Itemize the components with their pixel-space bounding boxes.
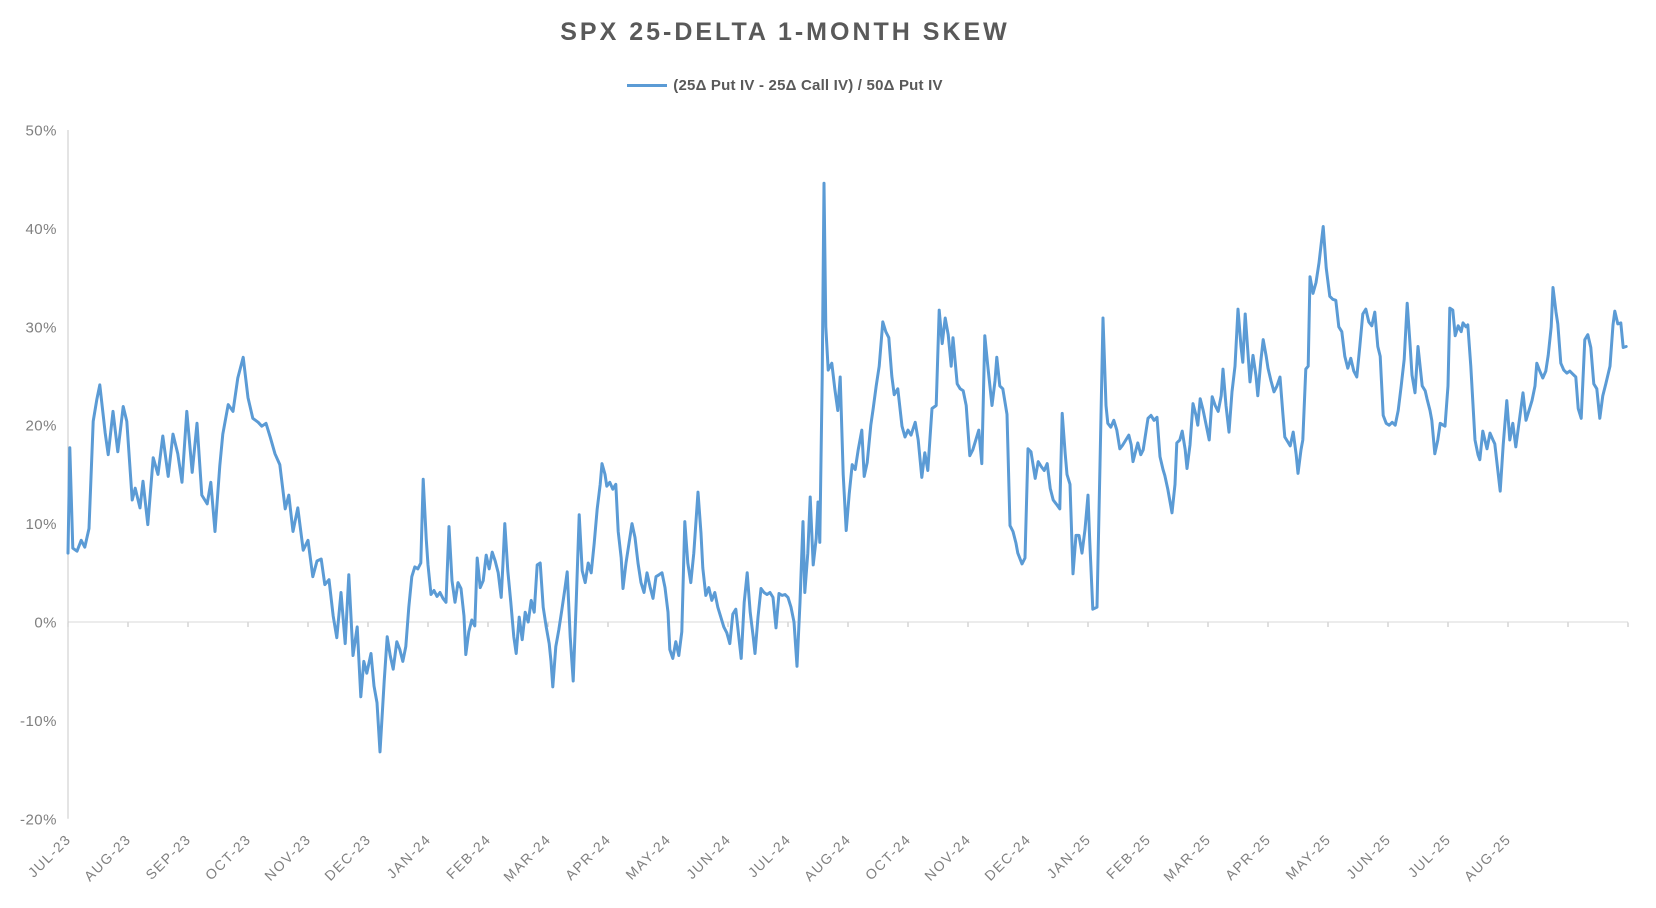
y-axis-label: -10% — [20, 713, 57, 730]
x-axis-label: JUL-25 — [1405, 831, 1455, 881]
y-axis-label: 50% — [25, 123, 57, 140]
chart-title: SPX 25-DELTA 1-MONTH SKEW — [560, 18, 1010, 46]
x-axis-label: JUN-25 — [1343, 831, 1394, 882]
x-axis-label: FEB-24 — [443, 831, 494, 882]
x-axis-label: AUG-23 — [81, 831, 134, 884]
x-axis-label: OCT-23 — [202, 831, 254, 883]
y-axis-label: -20% — [20, 811, 57, 828]
x-axis-label: SEP-23 — [142, 831, 194, 883]
x-axis-label: JUL-23 — [25, 831, 75, 881]
x-axis-label: DEC-23 — [321, 831, 374, 884]
x-axis-label: MAR-24 — [500, 831, 554, 885]
legend: (25Δ Put IV - 25Δ Call IV) / 50Δ Put IV — [0, 77, 1570, 94]
x-axis-label: AUG-25 — [1461, 831, 1514, 884]
x-axis-label: DEC-24 — [981, 831, 1034, 884]
x-axis-label: AUG-24 — [801, 831, 854, 884]
legend-line-marker — [627, 84, 668, 87]
x-axis-label: NOV-23 — [261, 831, 314, 884]
x-axis-label: APR-24 — [562, 831, 614, 883]
y-axis-label: 20% — [25, 418, 57, 435]
x-axis-label: MAY-24 — [622, 831, 674, 883]
x-axis-label: JUL-24 — [745, 831, 795, 881]
x-axis-label: JAN-25 — [1043, 831, 1094, 882]
x-axis-label: FEB-25 — [1103, 831, 1154, 882]
x-axis-label: OCT-24 — [862, 831, 914, 883]
x-axis-label: JUN-24 — [683, 831, 734, 882]
legend-series-label: (25Δ Put IV - 25Δ Call IV) / 50Δ Put IV — [673, 77, 943, 94]
x-axis-label: APR-25 — [1222, 831, 1274, 883]
x-axis-label: JAN-24 — [383, 831, 434, 882]
y-axis-label: 0% — [34, 615, 57, 632]
x-axis-label: NOV-24 — [921, 831, 974, 884]
x-axis-label: MAR-25 — [1160, 831, 1214, 885]
series-line-skew — [66, 181, 1628, 754]
x-axis-label: MAY-25 — [1282, 831, 1334, 883]
y-axis-label: 40% — [25, 221, 57, 238]
y-axis-label: 30% — [25, 319, 57, 336]
y-axis-label: 10% — [25, 516, 57, 533]
